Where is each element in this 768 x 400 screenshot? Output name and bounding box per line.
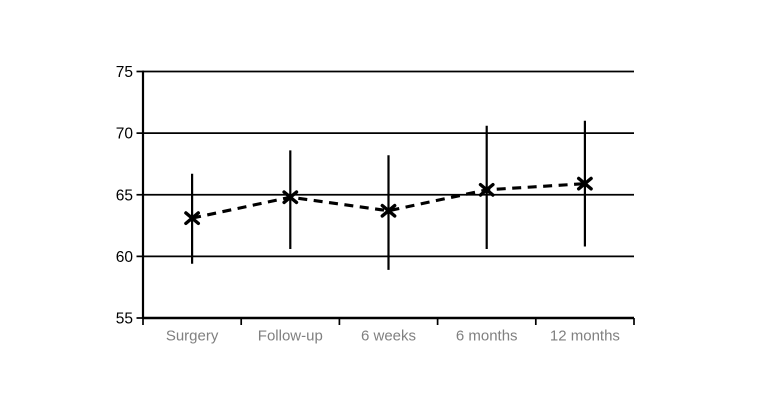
x-axis-label: 6 weeks bbox=[361, 328, 416, 345]
x-axis-label: Surgery bbox=[166, 328, 219, 345]
x-axis-label: 6 months bbox=[456, 328, 518, 345]
series-line bbox=[191, 182, 585, 220]
y-tick-label: 55 bbox=[116, 311, 133, 328]
y-tick-label: 70 bbox=[116, 126, 134, 143]
x-axis-label: Follow-up bbox=[258, 328, 323, 345]
x-axis-label: 12 months bbox=[550, 328, 620, 345]
data-point-x-marker bbox=[282, 190, 299, 205]
data-point-x-marker bbox=[184, 211, 201, 226]
y-tick-label: 60 bbox=[116, 249, 134, 266]
data-point-x-marker bbox=[478, 182, 495, 197]
data-point-x-marker bbox=[380, 203, 397, 218]
y-tick-label: 75 bbox=[116, 64, 133, 81]
data-point-x-marker bbox=[577, 176, 593, 191]
y-tick-label: 65 bbox=[116, 187, 133, 204]
